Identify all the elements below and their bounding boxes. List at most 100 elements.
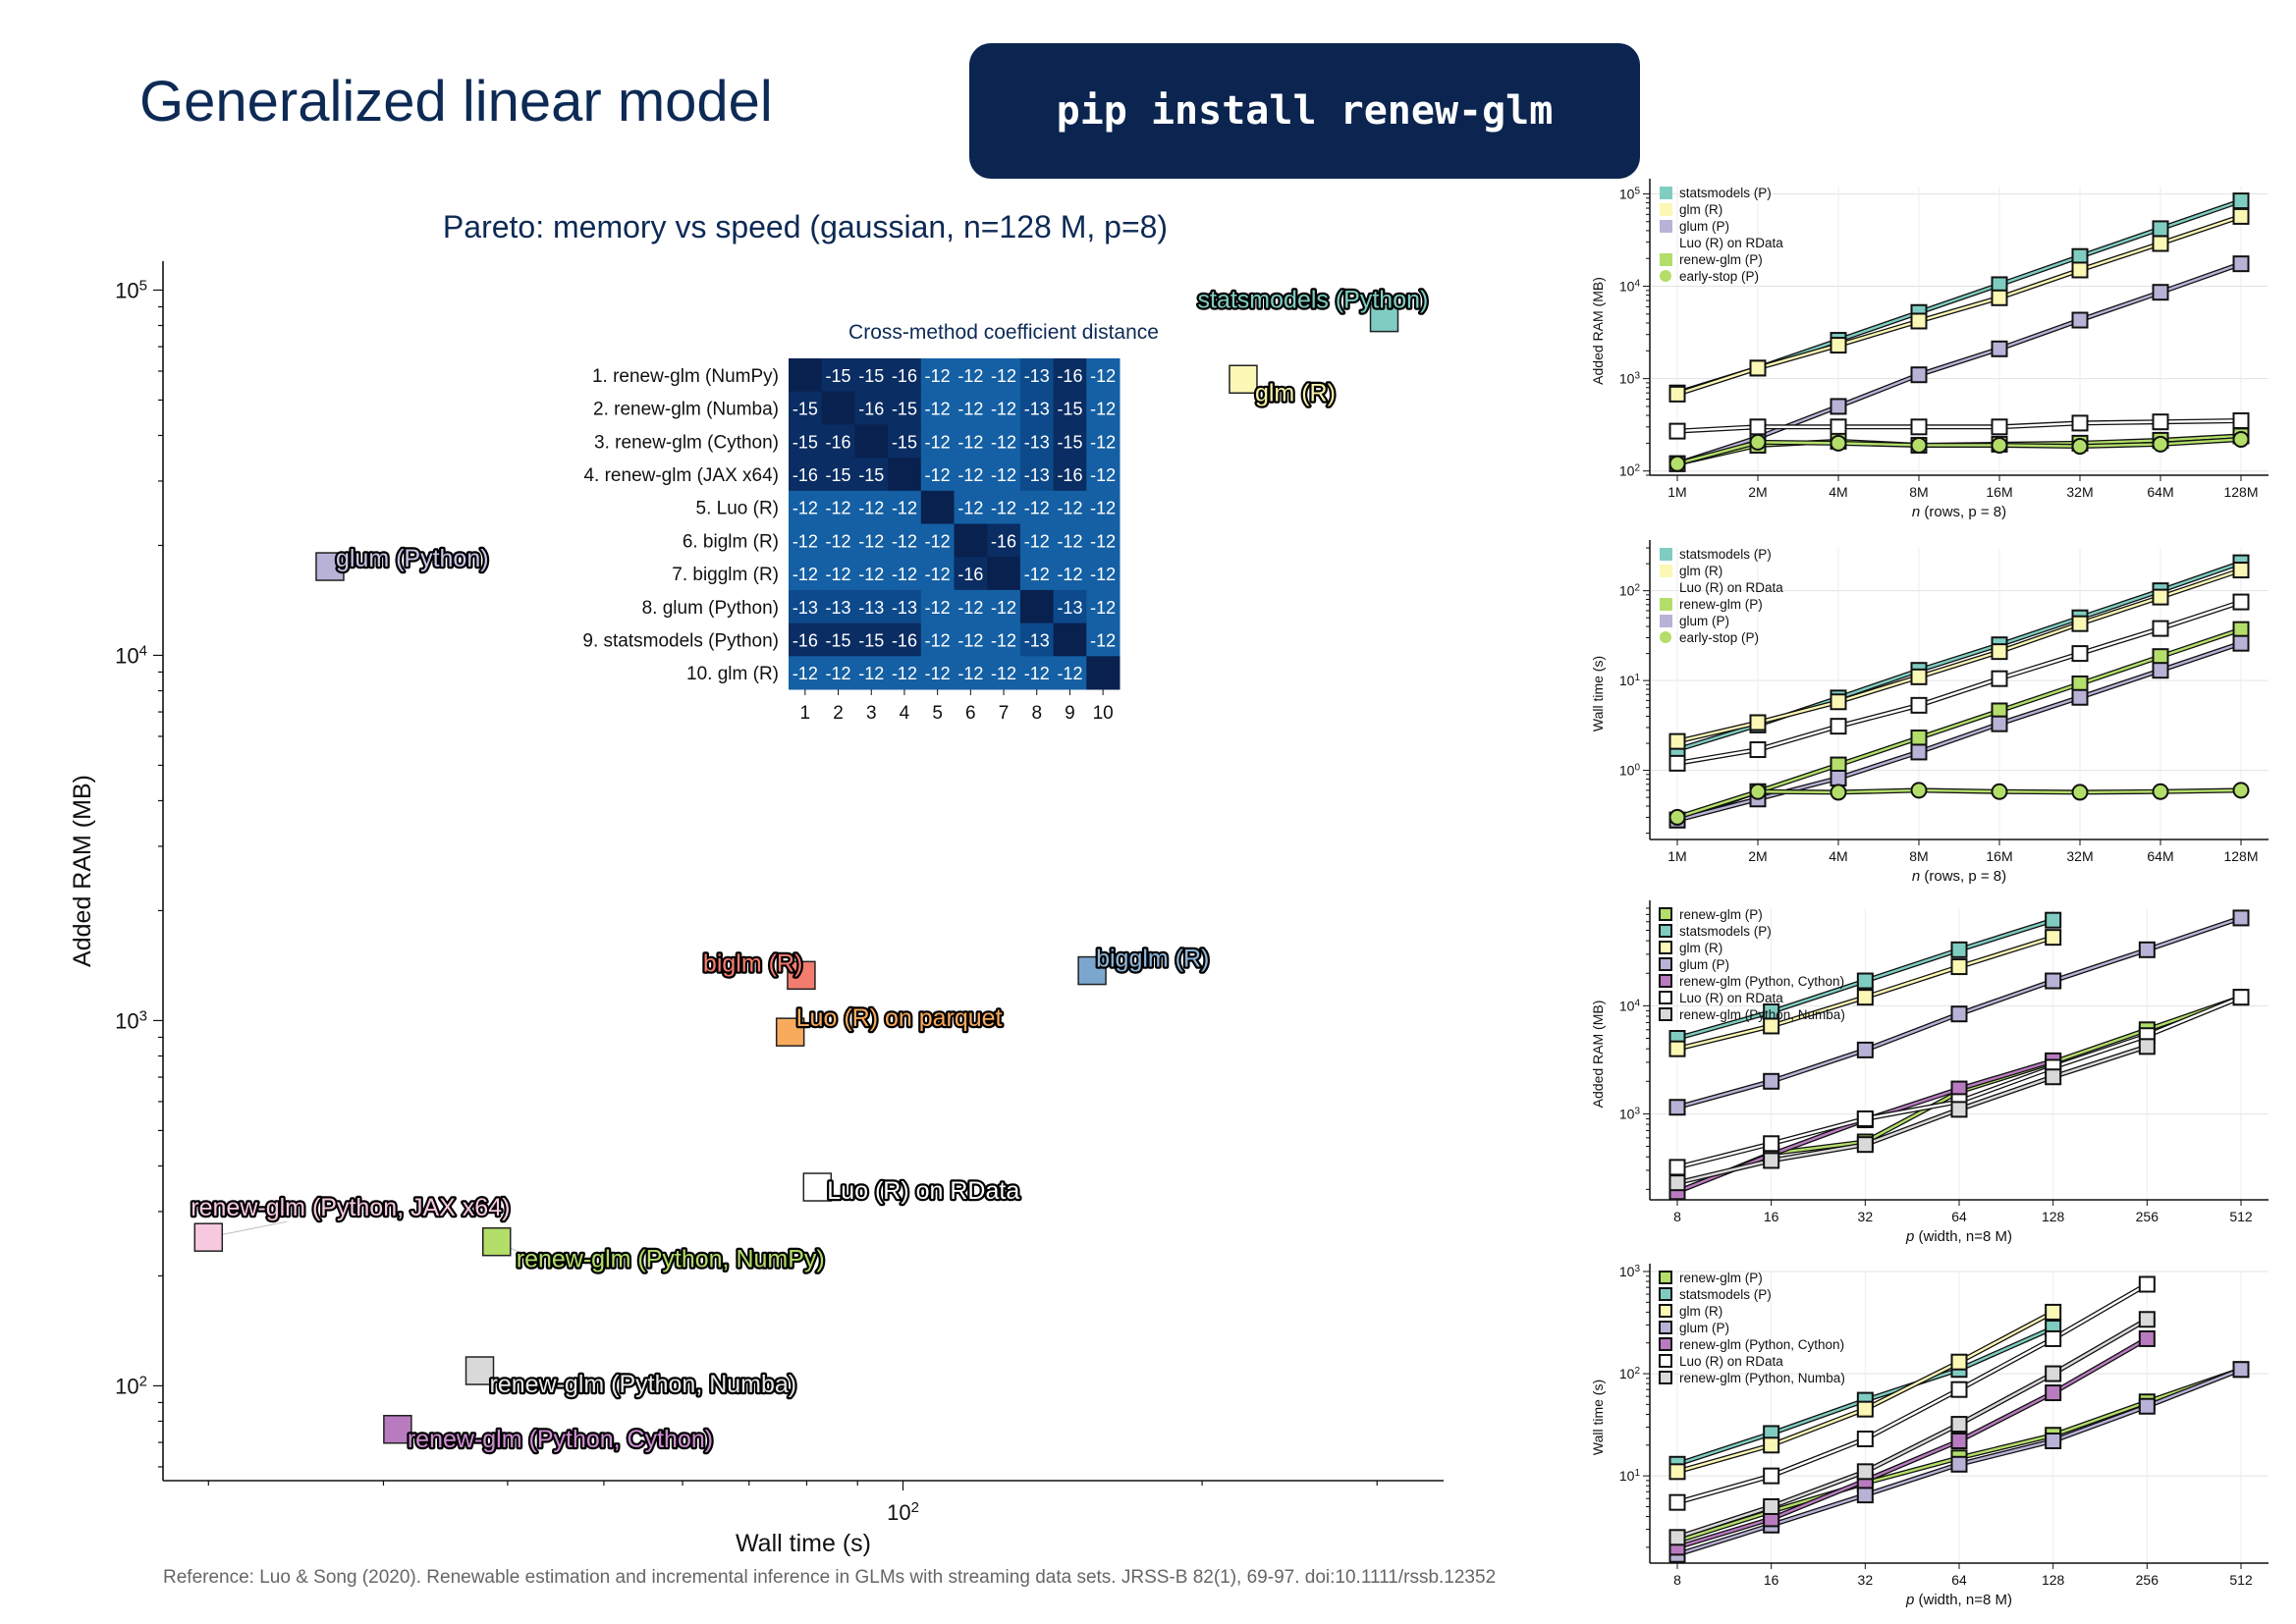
heatmap-cell-label: -16 — [793, 630, 818, 650]
series-line — [1676, 788, 2242, 819]
heatmap-cell-label: -12 — [991, 400, 1016, 419]
coef-distance-heatmap: Cross-method coefficient distance-15 -15-… — [582, 321, 1159, 724]
heatmap-cell — [789, 458, 823, 492]
series-marker — [1856, 1487, 1874, 1504]
heatmap-cell-label: -12 — [925, 630, 951, 650]
pareto-point — [465, 1356, 495, 1385]
heatmap-cell-label: -15 — [793, 400, 818, 419]
heatmap-col-label: 2 — [833, 703, 844, 724]
heatmap-cell-label: -12 — [957, 432, 983, 452]
heatmap-cell — [1053, 358, 1087, 393]
series-marker — [2138, 1397, 2156, 1415]
heatmap-title: Cross-method coefficient distance — [848, 321, 1159, 344]
series-marker — [2232, 430, 2250, 448]
series-marker — [2138, 1038, 2156, 1056]
heatmap-cell — [987, 391, 1021, 425]
heatmap-cell — [954, 490, 988, 524]
series-marker — [1910, 436, 1928, 454]
series-line — [1676, 1282, 2148, 1504]
legend-label: Luo (R) on RData — [1679, 1354, 1783, 1369]
series-marker — [1856, 1110, 1874, 1127]
legend-label: glum (P) — [1679, 219, 1729, 234]
heatmap-cell — [1053, 391, 1087, 425]
legend-label: glum (P) — [1679, 614, 1729, 628]
series-marker — [1991, 340, 2008, 357]
legend-swatch — [1660, 203, 1672, 216]
pareto-point — [1229, 364, 1258, 395]
series-marker — [2152, 783, 2169, 800]
y-tick-label: 102 — [1619, 1366, 1641, 1382]
series-marker — [1910, 668, 1928, 685]
heatmap-cell — [789, 490, 823, 524]
series-marker — [2232, 207, 2250, 225]
heatmap-cell-label: -15 — [858, 465, 884, 485]
heatmap-cell — [1086, 523, 1121, 558]
x-tick-label: 32M — [2066, 848, 2093, 864]
series-marker — [1763, 1152, 1780, 1169]
legend-label: glm (R) — [1679, 941, 1722, 955]
heatmap-cell-label: -15 — [892, 400, 917, 419]
heatmap-cell — [789, 523, 823, 558]
series-line — [1676, 600, 2242, 765]
series-line — [1676, 628, 2242, 822]
heatmap-col-label: 6 — [965, 703, 976, 724]
legend-label: early-stop (P) — [1679, 630, 1759, 645]
series-marker — [1950, 1101, 1968, 1118]
heatmap-cell — [1053, 557, 1087, 591]
heatmap-row-label: 1. renew-glm (NumPy) — [592, 366, 779, 387]
heatmap-cell-label: -16 — [826, 432, 851, 452]
x-tick-label: 128M — [2223, 848, 2258, 864]
heatmap-cell — [954, 557, 988, 591]
heatmap-cell — [888, 458, 922, 492]
series-marker — [1749, 741, 1767, 759]
x-tick-label: 16M — [1986, 848, 2012, 864]
heatmap-cell — [821, 424, 855, 459]
heatmap-cell — [1053, 656, 1087, 690]
series-marker — [2232, 593, 2250, 611]
legend-swatch — [1659, 974, 1672, 988]
legend-swatch — [1659, 1287, 1672, 1301]
heatmap-cell-label: -12 — [1090, 432, 1116, 452]
heatmap-cell — [888, 424, 922, 459]
heatmap-cell — [821, 656, 855, 690]
heatmap-cell-label: -12 — [991, 366, 1016, 386]
heatmap-cell-label: -12 — [957, 499, 983, 518]
heatmap-cell — [821, 623, 855, 657]
heatmap-cell-label: -12 — [925, 432, 951, 452]
legend-label: renew-glm (P) — [1679, 1271, 1763, 1285]
series-marker — [1910, 743, 1928, 761]
legend-swatch — [1659, 1321, 1672, 1334]
heatmap-cell — [821, 589, 855, 624]
series-marker — [2232, 255, 2250, 273]
y-tick-label: 101 — [1619, 673, 1641, 689]
heatmap-cell — [789, 358, 823, 393]
series-marker — [1950, 1416, 1968, 1434]
series-marker — [1749, 783, 1767, 800]
series-marker — [1830, 398, 1847, 415]
heatmap-cell — [854, 490, 889, 524]
series-marker — [1991, 436, 2008, 454]
heatmap-cell-label: -12 — [1090, 531, 1116, 551]
series-marker — [1856, 1136, 1874, 1154]
x-tick-label: 8M — [1909, 484, 1928, 500]
series-marker — [2152, 662, 2169, 679]
heatmap-cell-label: -12 — [1090, 400, 1116, 419]
legend-swatch — [1660, 565, 1672, 577]
legend-label: renew-glm (Python, Numba) — [1679, 1371, 1845, 1385]
x-tick-label: 1M — [1667, 484, 1686, 500]
heatmap-cell-label: -12 — [1090, 499, 1116, 518]
heatmap-cell-label: -12 — [1090, 565, 1116, 584]
heatmap-cell-label: -15 — [892, 432, 917, 452]
series-marker — [1950, 958, 1968, 976]
series-marker — [2071, 784, 2089, 801]
series-marker — [1749, 714, 1767, 731]
series-marker — [1668, 385, 1686, 403]
legend-swatch — [1659, 1354, 1672, 1368]
pareto-x-tick-label: 102 — [887, 1499, 919, 1526]
x-tick-label: 32 — [1858, 1572, 1874, 1588]
heatmap-cell-label: -13 — [1024, 366, 1050, 386]
heatmap-cell-label: -16 — [858, 400, 884, 419]
heatmap-col-label: 1 — [800, 703, 811, 724]
series-line — [1676, 642, 2242, 822]
heatmap-cell-label: -16 — [793, 465, 818, 485]
